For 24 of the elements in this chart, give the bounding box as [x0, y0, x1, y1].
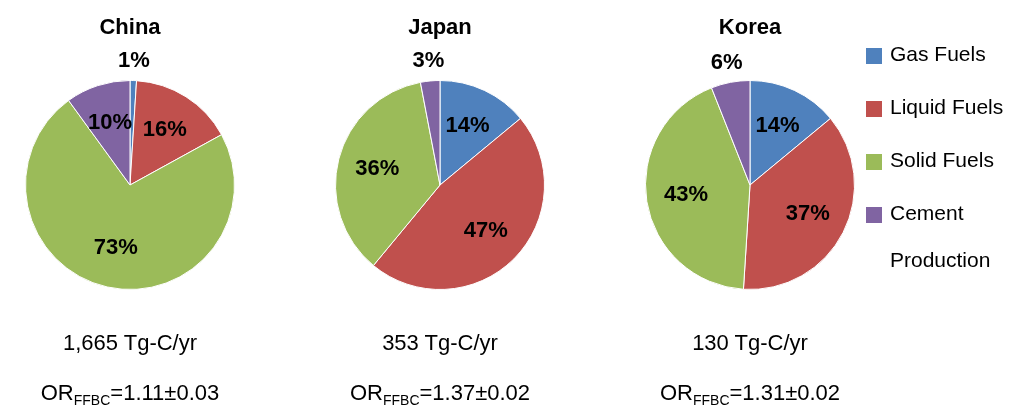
chart-title: China	[98, 14, 162, 40]
legend-label: Cement Production	[890, 200, 992, 273]
data-label: 47%	[463, 216, 508, 242]
text: 1,665 Tg-C/yr	[61, 330, 199, 356]
legend-label: Solid Fuels	[890, 147, 995, 173]
chart-title: Korea	[717, 14, 783, 40]
legend-label: Liquid Fuels	[890, 94, 1005, 120]
text: 130 Tg-C/yr	[691, 330, 809, 356]
data-label: 1%	[118, 46, 150, 72]
data-label: 14%	[755, 112, 800, 138]
data-label: 36%	[355, 154, 400, 180]
text: 353 Tg-C/yr	[381, 330, 499, 356]
data-label: 16%	[142, 116, 187, 142]
text: OR$_{FFBC}$=1.37±0.02	[348, 380, 532, 409]
data-label: 6%	[710, 48, 743, 74]
data-label: 3%	[412, 47, 445, 73]
data-label: 73%	[93, 234, 138, 260]
text: OR$_{FFBC}$=1.31±0.02	[658, 380, 842, 409]
data-label: 37%	[785, 200, 830, 226]
chart-title: Japan	[407, 14, 473, 40]
data-label: 14%	[445, 112, 490, 138]
legend-label: Gas Fuels	[890, 41, 987, 67]
data-label: 43%	[663, 181, 709, 207]
text: OR$_{FFBC}$=1.11±0.03	[39, 380, 221, 409]
